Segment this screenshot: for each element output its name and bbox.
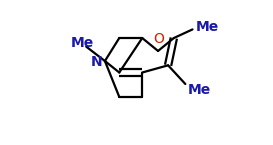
Text: Me: Me bbox=[70, 36, 94, 50]
Text: O: O bbox=[153, 32, 164, 46]
Text: N: N bbox=[91, 55, 103, 69]
Text: Me: Me bbox=[195, 20, 219, 34]
Text: Me: Me bbox=[188, 84, 212, 97]
